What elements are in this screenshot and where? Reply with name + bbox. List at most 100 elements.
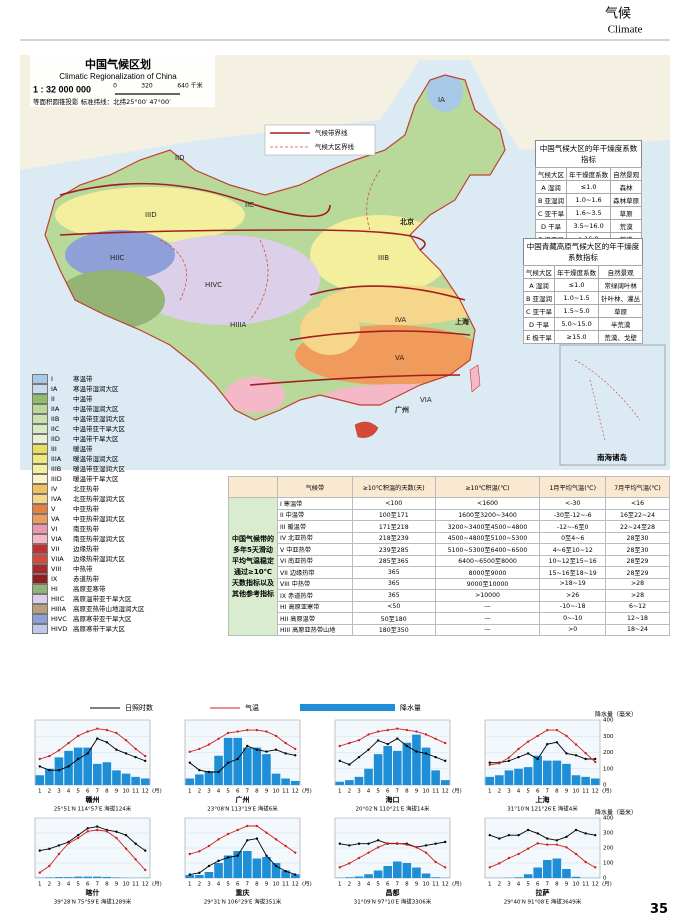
map-label: 上海: [455, 317, 469, 326]
precip-bar: [83, 876, 92, 878]
legend-swatch: [32, 424, 48, 434]
cell: >0: [539, 623, 607, 636]
temperature-line-point: [76, 734, 80, 738]
legend-item: IIIB 暖温带亚湿润大区: [32, 464, 224, 474]
temperature-line-point: [488, 866, 491, 869]
legend-name: 高原亚热带山地湿润大区: [73, 605, 145, 613]
legend-swatch: [32, 414, 48, 424]
legend-code: IX: [51, 575, 58, 583]
sunshine-line-point: [226, 856, 230, 859]
sunshine-line-point: [217, 859, 220, 863]
legend-swatch: [32, 594, 48, 604]
sunshine-line-point: [274, 864, 278, 868]
sunshine-line-point: [38, 765, 41, 768]
temperature-line-point: [67, 842, 70, 845]
legend-code: III: [51, 445, 57, 453]
legend-code: IA: [51, 385, 58, 393]
legend-swatch: [32, 464, 48, 474]
cell: 针叶林、灌丛: [598, 291, 644, 305]
month-label: 7: [546, 789, 550, 795]
cell: 6400~6500至8000: [434, 554, 541, 567]
temperature-line-point: [207, 844, 211, 848]
month-label: 5: [226, 789, 230, 795]
legend-name: 中温带亚湿润大区: [73, 415, 125, 423]
precip-bar: [354, 876, 364, 878]
cell: 365: [351, 589, 436, 602]
cell: III 暖温带: [277, 520, 353, 533]
precip-bar: [402, 863, 412, 878]
month-label: 3: [207, 789, 211, 795]
month-label: 4: [367, 882, 371, 888]
temperature-line: [39, 728, 146, 760]
temperature-line-point: [274, 734, 278, 738]
sunshine-line-point: [134, 842, 137, 845]
sunshine-line-point: [246, 744, 249, 748]
legend-code: IVA: [51, 495, 62, 503]
month-label: 7: [246, 789, 250, 795]
legend-code: HIVC: [51, 615, 67, 623]
station-location: 39°28′N 75°59′E 海拔1289米: [54, 898, 132, 906]
temperature-line: [189, 825, 296, 855]
precip-bar: [571, 775, 581, 785]
scale-bar-label: 320: [141, 83, 153, 90]
legend-code: HIIC: [51, 595, 65, 603]
line-legend-label: 气候带界线: [315, 128, 348, 137]
legend-code: VI: [51, 525, 58, 533]
month-label: 2: [198, 882, 202, 888]
legend-item: IID 中温带干旱大区: [32, 434, 224, 444]
legend-swatch: [32, 564, 48, 574]
station-name: 拉萨: [536, 888, 550, 897]
legend-item: VIIA 边缘热带湿润大区: [32, 554, 224, 564]
sunshine-line-point: [574, 754, 578, 757]
month-label: 4: [367, 789, 371, 795]
cell: 4~6至10~12: [539, 543, 607, 556]
cell: 荒漠: [610, 219, 643, 233]
month-label: 9: [115, 789, 119, 795]
sunshine-line-point: [338, 842, 341, 845]
row: A 湿润 ≤1.0 森林: [534, 180, 643, 194]
map-label: IIC: [245, 201, 254, 209]
temperature-line-point: [338, 744, 341, 748]
month-label: 9: [565, 789, 569, 795]
month-label: 11: [282, 789, 289, 795]
sunshine-line-point: [236, 757, 239, 761]
row: II 中温带 100至171 1600至3200~3400 -30至-12~-6 16至…: [229, 508, 670, 521]
precip-bar: [102, 762, 112, 785]
legend-name: 高原温带亚干旱大区: [73, 595, 132, 603]
cell: >10000: [434, 589, 541, 602]
sunshine-line-point: [246, 839, 249, 842]
legend-item: II 中温带: [32, 394, 224, 404]
y-tick-label: 300: [603, 734, 614, 740]
sunshine-line: [39, 738, 146, 771]
legend-swatch: [32, 574, 48, 584]
cell: <-30: [539, 497, 607, 510]
sunshine-line-point: [57, 844, 61, 847]
temperature-line-point: [536, 842, 539, 845]
month-label: 12: [142, 882, 149, 888]
precip-bar: [281, 778, 290, 785]
zone-boundary: [59, 229, 426, 251]
temperature-line-point: [517, 747, 520, 751]
sunshine-line-point: [594, 757, 597, 761]
sunshine-line-point: [488, 833, 491, 837]
y-tick-label: 0: [603, 876, 607, 882]
row: V 中亚热带 239至285 5100~5300至6400~6500 4~6至10~1…: [229, 543, 670, 556]
month-label: 8: [405, 882, 409, 888]
row: C 亚干旱 1.5~5.0 草原: [522, 304, 644, 318]
line-legend: [264, 124, 376, 156]
row: IX 赤道热带 365 >10000 >26 >28: [229, 589, 670, 602]
temperature-line-point: [226, 832, 230, 836]
month-label: 11: [282, 882, 289, 888]
header-cell: 7月平均气温(℃): [605, 476, 670, 498]
precip-bar: [214, 755, 223, 785]
month-label: 6: [386, 882, 390, 888]
month-label: 7: [96, 789, 100, 795]
map-label: HIIIA: [230, 321, 246, 329]
month-label: 6: [386, 789, 390, 795]
legend-item: IX 赤道热带: [32, 574, 224, 584]
precip-bar: [523, 874, 533, 878]
temperature-line-point: [105, 728, 109, 732]
sunshine-line-point: [584, 757, 587, 761]
station-location: 31°09′N 97°10′E 海拔3306米: [354, 898, 432, 906]
legend-item: IIID 暖温带干旱大区: [32, 474, 224, 484]
